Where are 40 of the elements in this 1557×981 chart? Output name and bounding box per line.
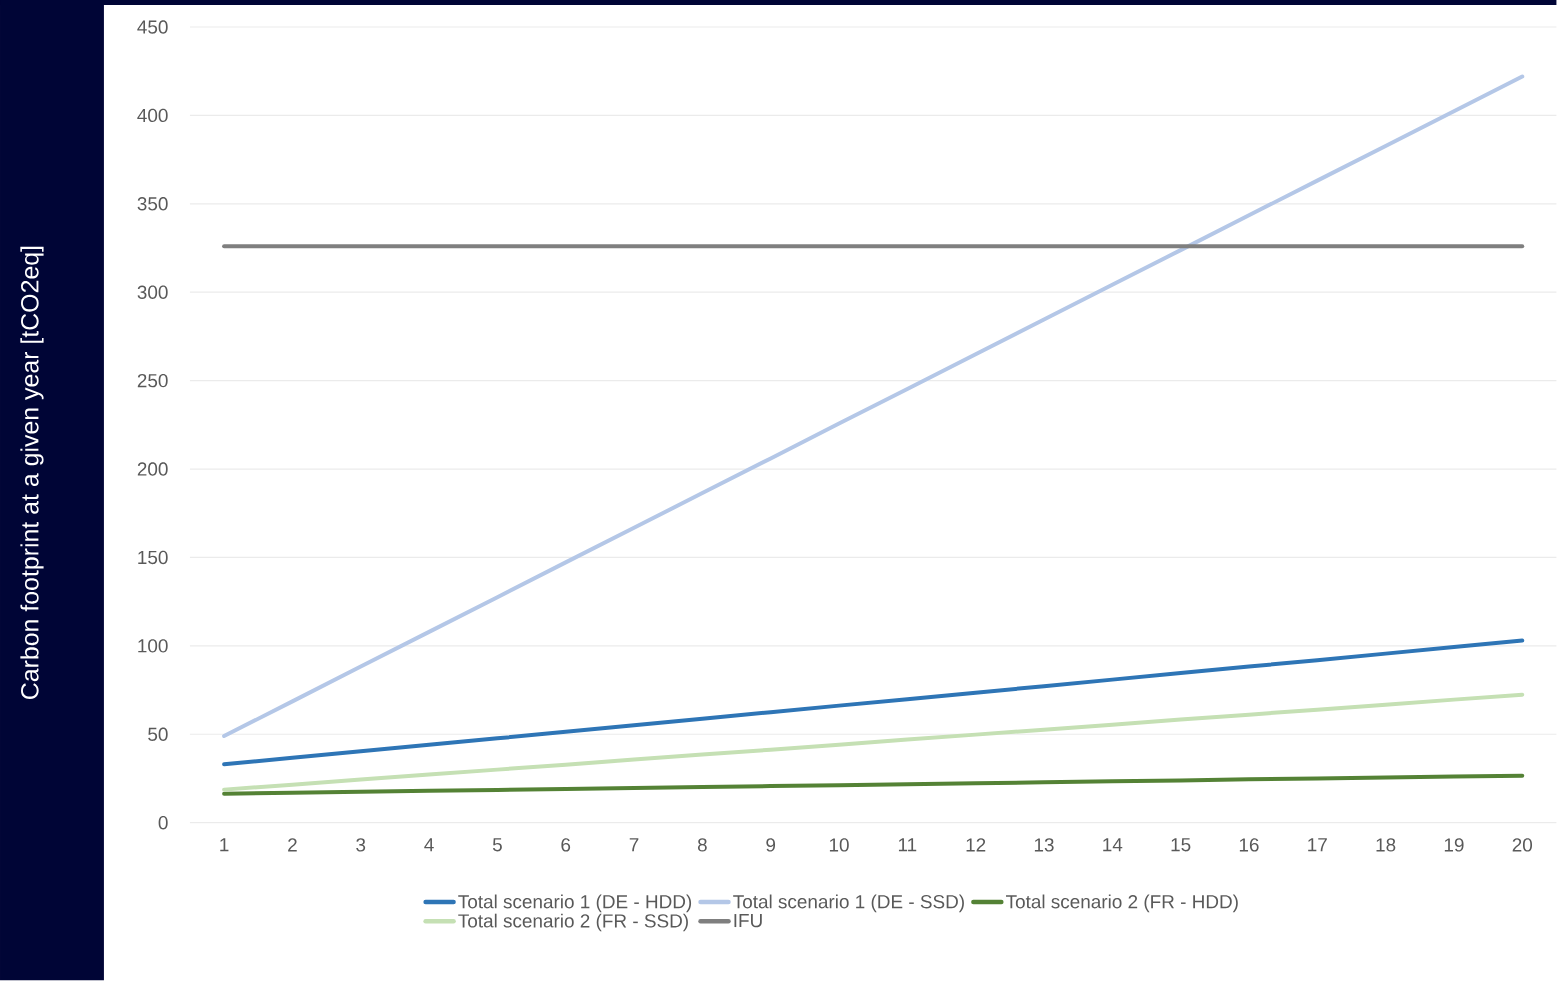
y-tick-label: 150 <box>138 550 168 565</box>
y-axis-title: Carbon footprint at a given year [tCO2eq] <box>20 246 44 700</box>
x-tick-label: 17 <box>1308 838 1327 852</box>
x-tick-label: 16 <box>1239 838 1259 852</box>
y-tick-label: 450 <box>137 20 168 34</box>
y-tick-label: 50 <box>148 727 168 742</box>
y-tick-label: 300 <box>137 285 168 300</box>
x-tick-label: 18 <box>1376 838 1396 852</box>
x-tick-label: 11 <box>898 838 917 852</box>
x-tick-label: 6 <box>561 838 571 852</box>
x-tick-label: 5 <box>492 838 502 852</box>
y-tick-label: 0 <box>158 816 168 830</box>
line-series <box>222 74 1525 739</box>
x-tick-label: 10 <box>829 838 849 852</box>
line-series <box>222 692 1525 792</box>
y-tick-label: 200 <box>137 462 168 476</box>
x-tick-label: 8 <box>697 838 707 852</box>
x-tick-label: 4 <box>424 838 434 852</box>
x-tick-label: 9 <box>766 838 776 852</box>
x-tick-label: 19 <box>1444 838 1464 852</box>
x-tick-label: 15 <box>1171 838 1191 852</box>
legend-label: Total scenario 1 (DE - HDD) <box>458 894 692 913</box>
legend-label: Total scenario 2 (FR - HDD) <box>1006 894 1238 913</box>
line-series <box>222 638 1525 767</box>
y-tick-label: 100 <box>138 639 168 653</box>
x-tick-label: 7 <box>629 838 639 852</box>
x-tick-label: 20 <box>1512 838 1533 852</box>
x-tick-label: 14 <box>1103 838 1123 852</box>
legend-label: IFU <box>734 914 762 928</box>
legend-label: Total scenario 1 (DE - SSD) <box>733 894 964 913</box>
y-tick-label: 350 <box>137 197 168 211</box>
line-series <box>222 773 1525 796</box>
x-tick-label: 2 <box>288 838 297 852</box>
x-tick-label: 3 <box>356 838 366 852</box>
legend-label: Total scenario 2 (FR - SSD) <box>458 913 688 932</box>
y-tick-label: 250 <box>137 374 168 388</box>
x-tick-label: 1 <box>220 838 229 852</box>
y-tick-label: 400 <box>137 108 168 123</box>
x-tick-label: 12 <box>966 838 986 852</box>
x-tick-label: 13 <box>1034 838 1054 852</box>
